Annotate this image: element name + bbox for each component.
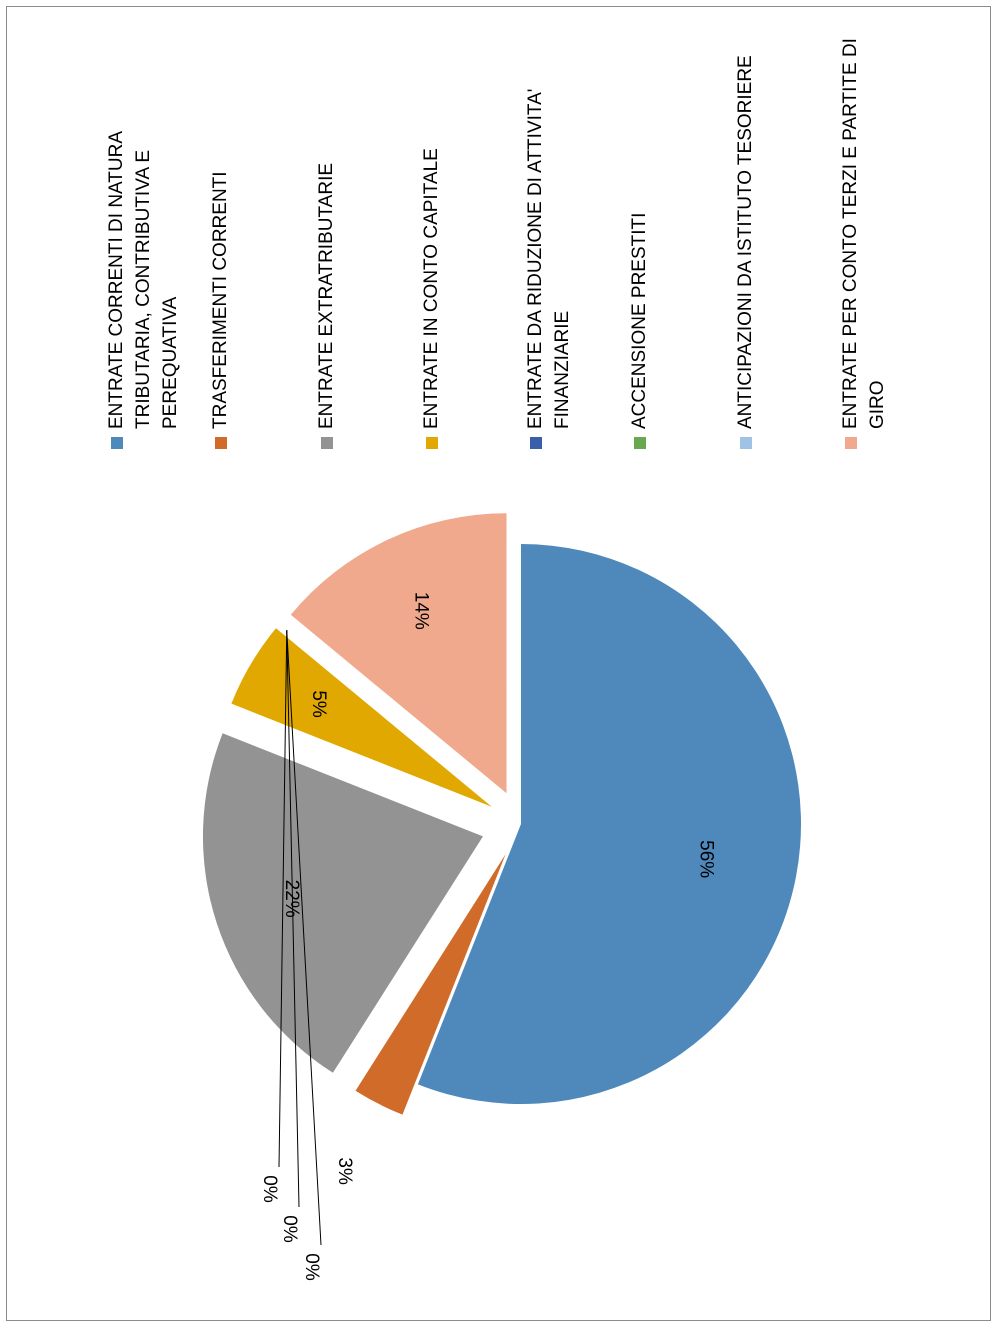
data-label: 3% [334,1157,355,1185]
slices-group [202,513,802,1115]
legend-label: ENTRATE CORRENTI DI NATURA [106,131,127,429]
pie-slice [202,733,483,1073]
pie-slice [417,544,802,1104]
legend-label: TRIBUTARIA, CONTRIBUTIVA E [133,150,154,429]
leader-lines-group [278,630,322,1246]
leader-line [286,630,300,1208]
legend-swatch [111,437,123,449]
pie-slice [290,513,507,794]
leader-line [278,630,288,1168]
data-label: 0% [259,1175,280,1203]
legend-swatch [740,437,752,449]
legend-swatch [321,437,333,449]
legend-item: ANTICIPAZIONI DA ISTITUTO TESORIERE [735,55,756,449]
chart-frame: 56% 3% 22% 5% 0% 0% 0% 14% ENTRATE CORRENTI DI … [6,6,991,1321]
leader-line [286,630,322,1246]
legend-swatch [530,437,542,449]
legend-swatch [215,437,227,449]
legend-label: ENTRATE DA RIDUZIONE DI ATTIVITA' [525,89,546,429]
legend-item: ACCENSIONE PRESTITI [629,213,650,449]
legend-label: PEREQUATIVA [160,296,181,429]
legend-item: ENTRATE PER CONTO TERZI E PARTITE DI GIRO [840,38,888,449]
pie-slice [231,628,492,807]
legend-label: ENTRATE IN CONTO CAPITALE [421,148,442,429]
legend-swatch [845,437,857,449]
legend-label: ACCENSIONE PRESTITI [629,213,650,429]
legend-item: ENTRATE DA RIDUZIONE DI ATTIVITA' FINANZI… [525,89,573,449]
legend-label: FINANZIARIE [552,311,573,429]
legend-swatch [634,437,646,449]
data-label: 5% [308,690,329,718]
data-label: 56% [695,840,716,878]
pie-chart: 56%3%22%5%0%0%0%14% ENTRATE CORRENTI DI … [106,38,888,1281]
legend-item: ENTRATE CORRENTI DI NATURA TRIBUTARIA, CO… [106,131,181,449]
legend-label: ENTRATE EXTRATRIBUTARIE [316,163,337,429]
data-label: 14% [411,592,432,630]
legend: ENTRATE CORRENTI DI NATURA TRIBUTARIA, CO… [106,38,888,449]
legend-item: ENTRATE IN CONTO CAPITALE [421,148,442,449]
data-label: 22% [281,880,302,918]
legend-swatch [426,437,438,449]
legend-item: TRASFERIMENTI CORRENTI [210,171,231,449]
legend-item: ENTRATE EXTRATRIBUTARIE [316,163,337,449]
data-label: 0% [279,1215,300,1243]
legend-label: ENTRATE PER CONTO TERZI E PARTITE DI [840,38,861,429]
legend-label: GIRO [867,380,888,429]
data-labels-group: 56%3%22%5%0%0%0%14% [259,592,716,1281]
legend-label: ANTICIPAZIONI DA ISTITUTO TESORIERE [735,55,756,429]
pie-slice [355,854,506,1115]
legend-label: TRASFERIMENTI CORRENTI [210,171,231,429]
data-label: 0% [301,1253,322,1281]
